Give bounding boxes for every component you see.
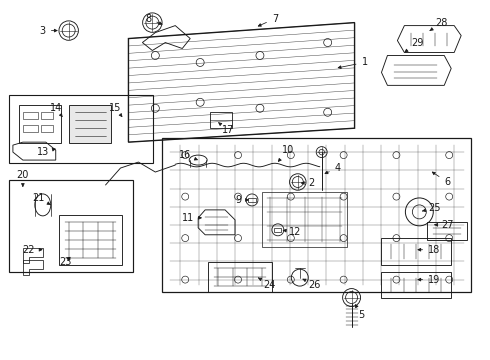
- Bar: [262, 192, 346, 247]
- Bar: [41, 125, 53, 132]
- Text: 20: 20: [17, 170, 29, 186]
- Text: 5: 5: [355, 305, 365, 320]
- Text: 1: 1: [338, 58, 368, 68]
- Text: 15: 15: [109, 103, 122, 117]
- Bar: [274, 228, 281, 231]
- Bar: [41, 112, 53, 119]
- Text: 27: 27: [435, 220, 453, 230]
- Bar: [9, 95, 153, 163]
- Text: 19: 19: [418, 275, 441, 285]
- Text: 7: 7: [258, 14, 278, 26]
- Text: 25: 25: [422, 203, 441, 213]
- Bar: [19, 105, 61, 143]
- Bar: [210, 112, 232, 128]
- Text: 28: 28: [430, 18, 447, 31]
- Bar: [9, 180, 133, 272]
- Bar: [69, 105, 111, 143]
- Text: 4: 4: [325, 163, 341, 174]
- Text: 16: 16: [179, 150, 197, 160]
- Bar: [248, 198, 256, 202]
- Text: 21: 21: [33, 193, 50, 204]
- Text: 9: 9: [235, 195, 248, 205]
- Text: 22: 22: [23, 245, 42, 255]
- Text: 10: 10: [278, 145, 294, 161]
- Text: 2: 2: [301, 178, 315, 188]
- Text: 23: 23: [59, 257, 72, 267]
- Text: 14: 14: [49, 103, 62, 117]
- Text: 11: 11: [182, 213, 201, 223]
- Text: 17: 17: [219, 123, 234, 135]
- Bar: [23, 112, 38, 119]
- Text: 18: 18: [418, 245, 441, 255]
- Text: 6: 6: [432, 172, 450, 187]
- Text: 26: 26: [303, 279, 321, 289]
- Text: 8: 8: [146, 14, 162, 24]
- Text: 29: 29: [405, 37, 423, 52]
- Text: 24: 24: [258, 278, 276, 289]
- Bar: [23, 125, 38, 132]
- Text: 12: 12: [283, 227, 301, 237]
- Text: 3: 3: [40, 26, 57, 36]
- Text: 13: 13: [37, 147, 55, 157]
